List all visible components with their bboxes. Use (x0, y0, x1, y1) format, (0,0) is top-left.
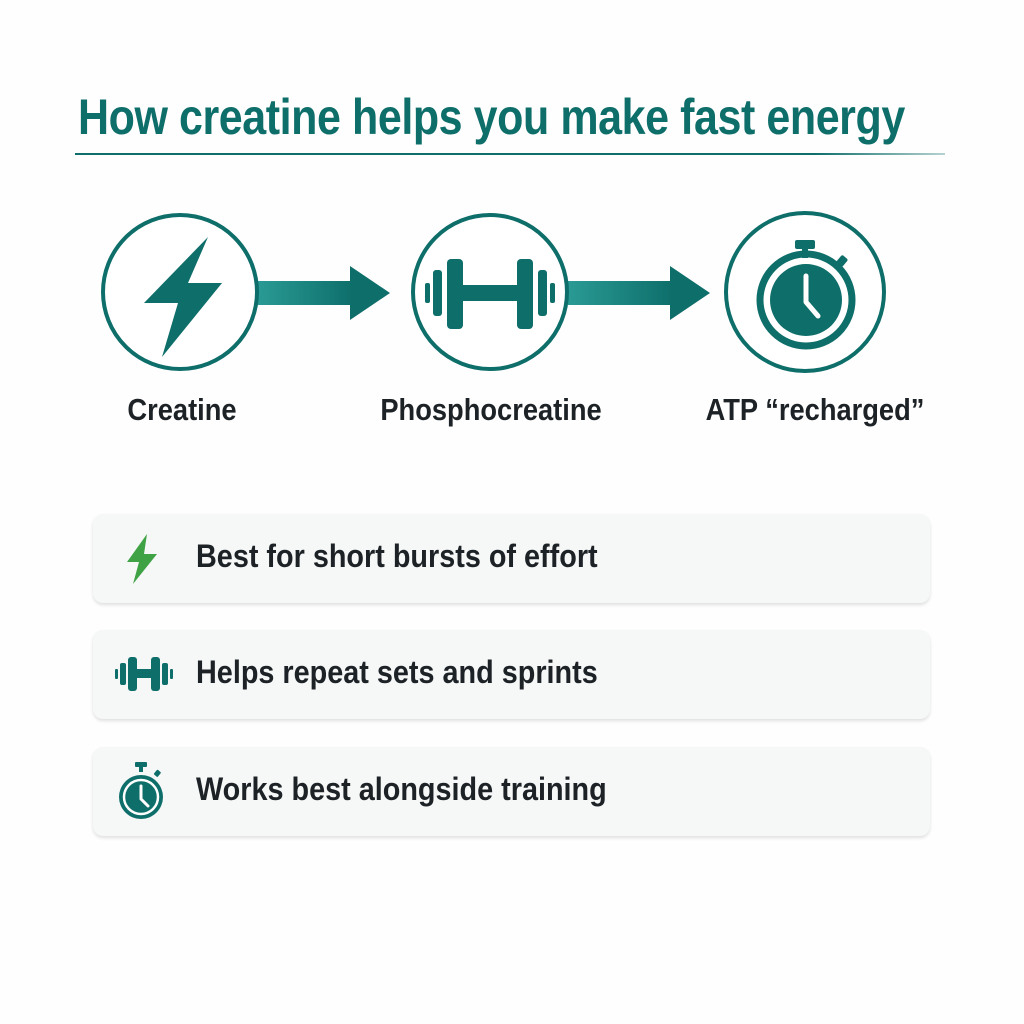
step-label-creatine: Creatine (127, 392, 237, 427)
benefit-card: Works best alongside training (93, 747, 930, 836)
step-label-phosphocreatine: Phosphocreatine (380, 392, 602, 427)
phosphocreatine-step-icon (411, 213, 569, 371)
lightning-bolt-icon (127, 534, 157, 584)
lightning-bolt-icon (144, 237, 222, 357)
title-underline (75, 153, 945, 155)
arrow-icon (258, 266, 390, 320)
atp-step-icon (724, 211, 886, 373)
step-label-atp: ATP “recharged” (705, 392, 925, 427)
process-flow (101, 211, 886, 373)
benefit-card: Best for short bursts of effort (93, 514, 930, 603)
benefit-text: Works best alongside training (196, 771, 607, 807)
benefit-card: Helps repeat sets and sprints (93, 630, 930, 719)
stopwatch-icon (756, 240, 856, 350)
page-title: How creatine helps you make fast energy (78, 89, 905, 145)
benefit-text: Best for short bursts of effort (196, 538, 598, 574)
dumbbell-icon (425, 259, 555, 329)
arrow-icon (568, 266, 710, 320)
benefit-text: Helps repeat sets and sprints (196, 654, 598, 690)
creatine-step-icon (101, 213, 259, 371)
stopwatch-icon (119, 762, 163, 819)
dumbbell-icon (115, 657, 173, 691)
